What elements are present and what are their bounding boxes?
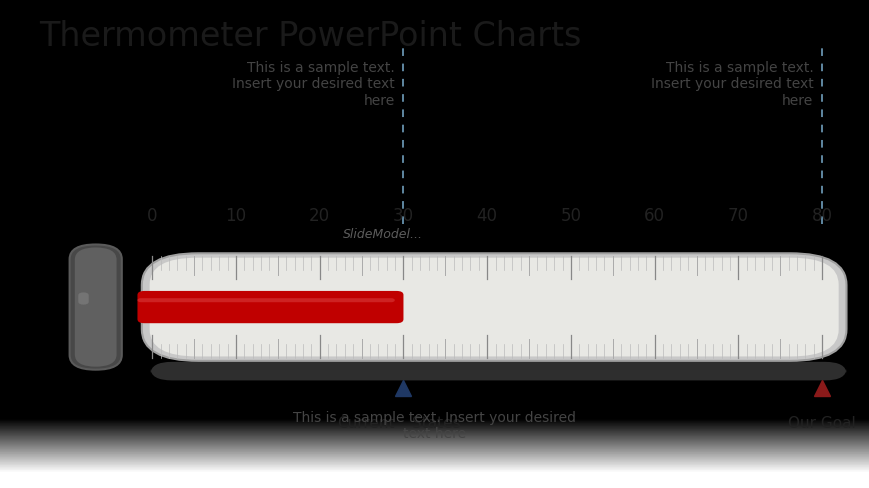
Text: This is a sample text.
Insert your desired text
here: This is a sample text. Insert your desir… [232,61,395,107]
Text: This is a sample text.
Insert your desired text
here: This is a sample text. Insert your desir… [650,61,813,107]
Text: 30: 30 [393,206,414,224]
FancyBboxPatch shape [142,254,846,361]
Text: SlideModel...: SlideModel... [342,228,422,241]
Text: 80: 80 [811,206,832,224]
Text: This is a sample text. Insert your desired
text here: This is a sample text. Insert your desir… [293,410,576,440]
FancyBboxPatch shape [149,258,838,357]
Text: Our Goal: Our Goal [787,415,855,430]
Text: Current: Current [337,415,395,430]
FancyBboxPatch shape [78,293,89,305]
FancyBboxPatch shape [137,299,395,303]
Text: 0: 0 [147,206,157,224]
FancyBboxPatch shape [150,362,846,381]
Text: Thermometer PowerPoint Charts: Thermometer PowerPoint Charts [39,20,580,52]
FancyBboxPatch shape [70,245,122,370]
Text: 40: 40 [476,206,497,224]
Text: 10: 10 [225,206,246,224]
Text: 70: 70 [727,206,748,224]
Text: 60: 60 [643,206,665,224]
Text: 50: 50 [560,206,580,224]
FancyBboxPatch shape [137,291,403,324]
Text: 20: 20 [308,206,330,224]
Text: States: States [412,415,461,430]
FancyBboxPatch shape [75,248,116,367]
